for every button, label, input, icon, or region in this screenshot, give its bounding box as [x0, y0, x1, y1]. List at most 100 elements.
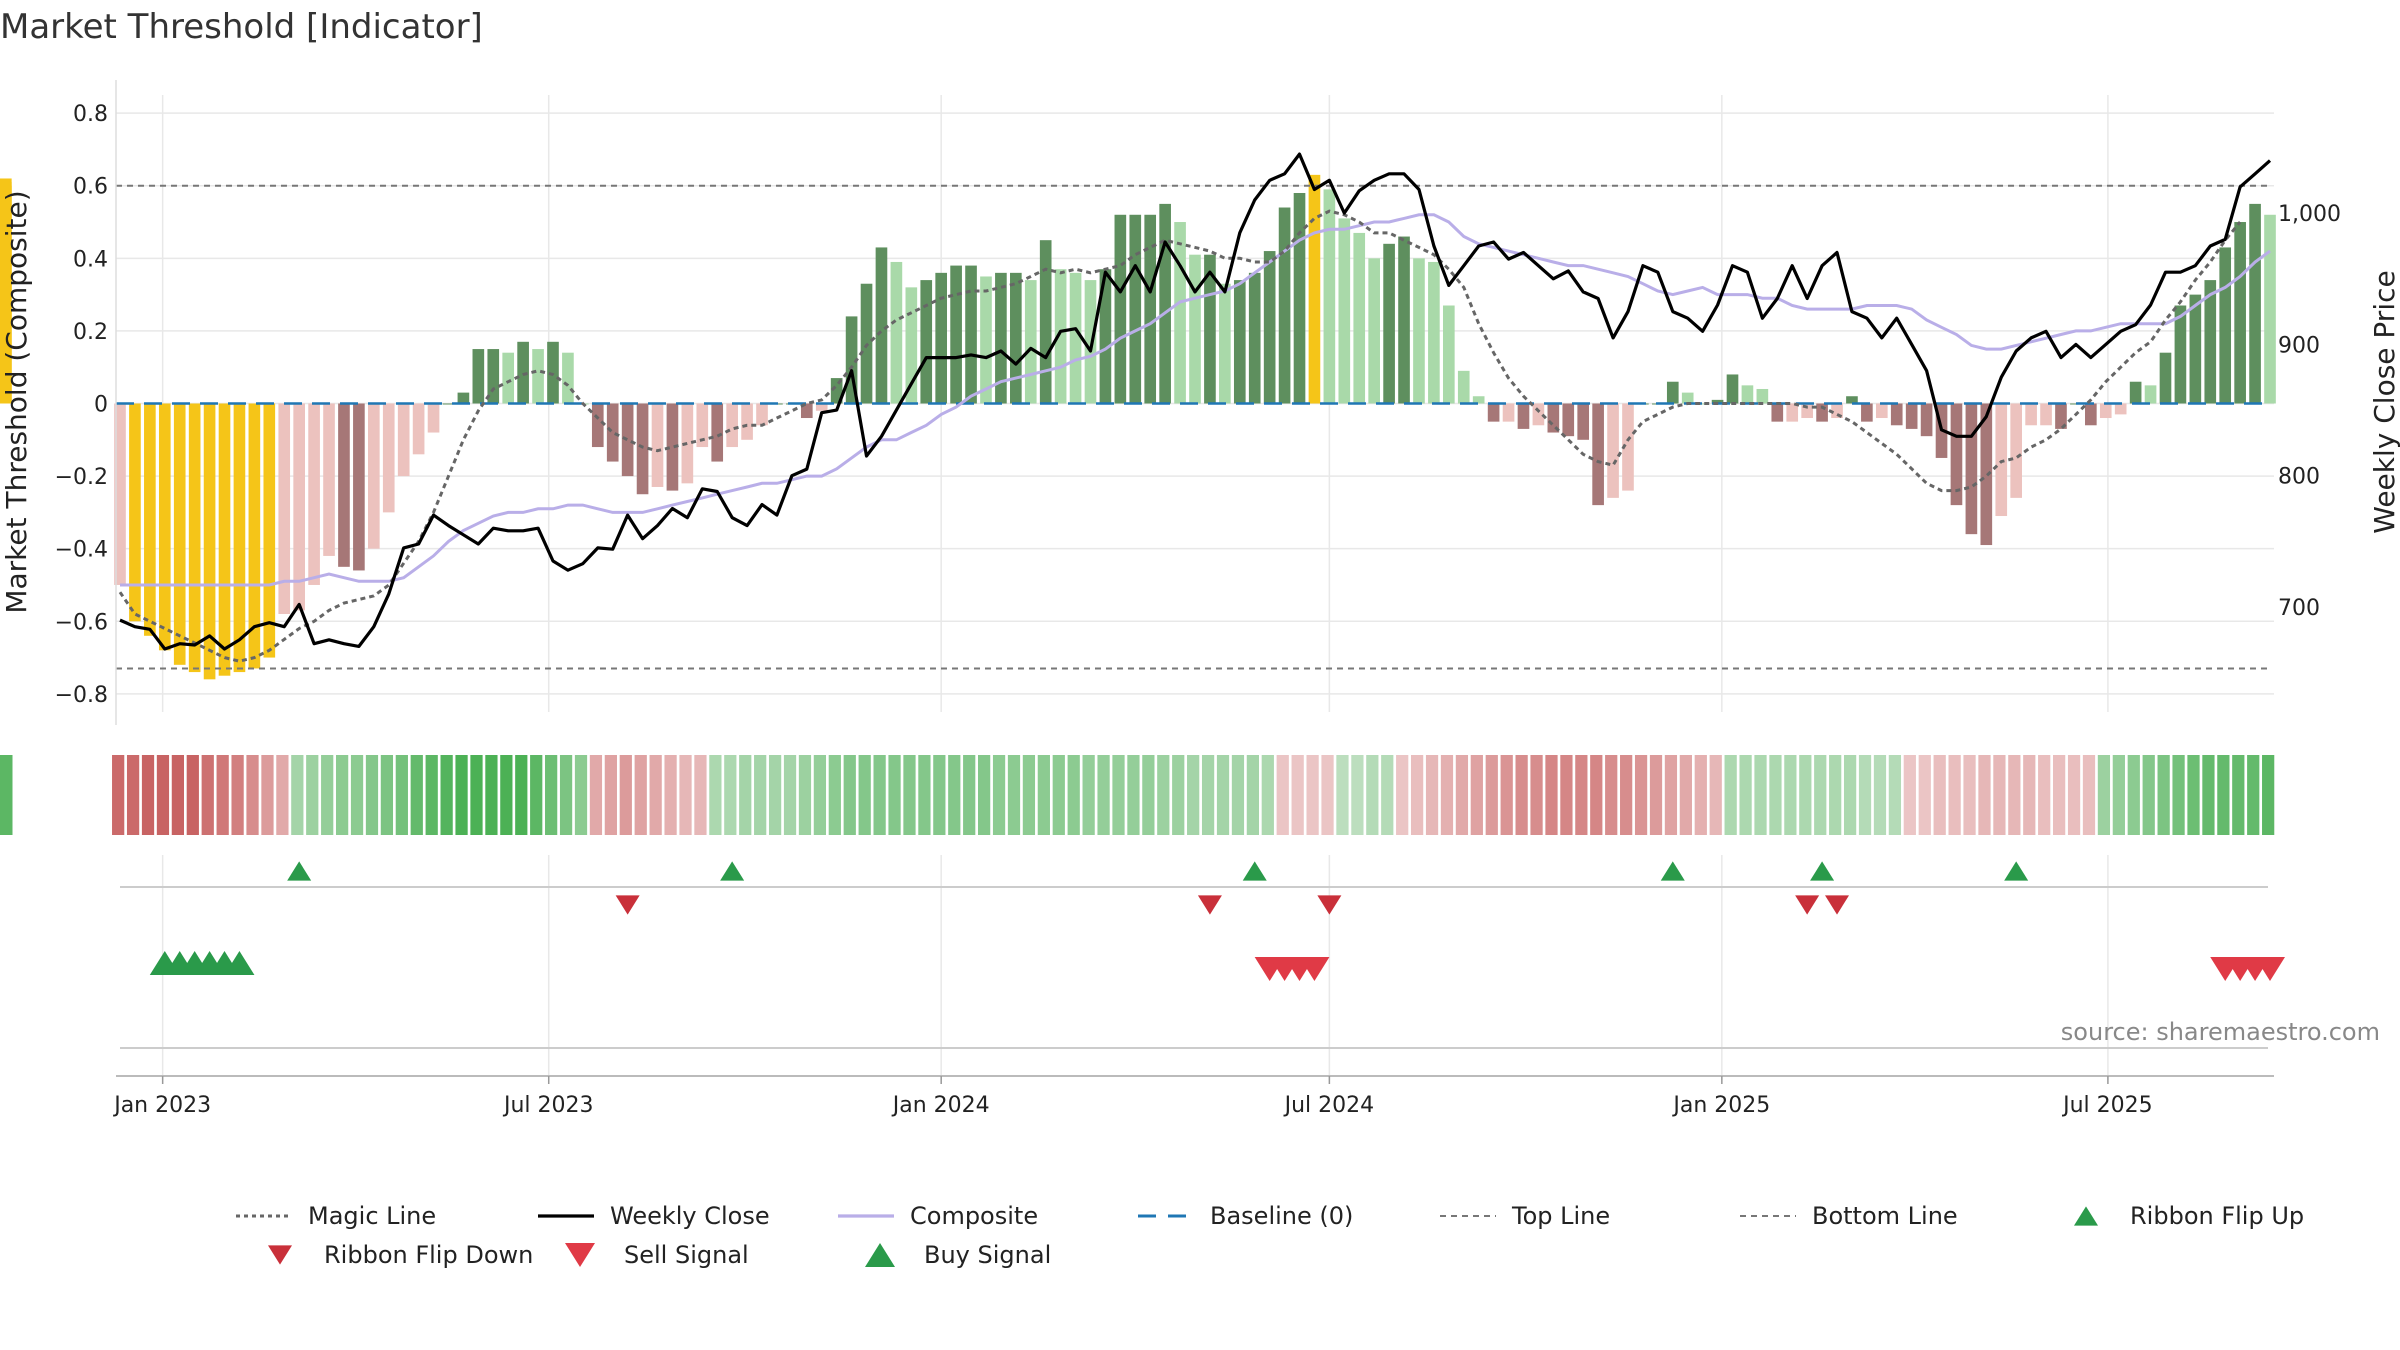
composite-bar: [1144, 214, 1157, 404]
composite-bar: [1801, 403, 1813, 419]
x-tick-label: Jul 2025: [2061, 1093, 2153, 1118]
ribbon-cell: [350, 755, 364, 835]
ribbon-cell: [1709, 755, 1722, 835]
ribbon-cell: [246, 755, 259, 835]
composite-bar: [427, 403, 440, 433]
ribbon-cell: [1485, 755, 1498, 835]
ribbon-cell: [2142, 755, 2155, 835]
ribbon-cell: [112, 755, 125, 835]
y-tick-label: 0.2: [73, 320, 108, 345]
composite-bar: [367, 403, 380, 549]
ribbon-cell: [709, 755, 722, 835]
ribbon-cell: [156, 755, 170, 835]
ribbon-flip-up-marker: [2004, 861, 2029, 881]
y-axis: 0.8 0.6 0.4 0.2 0 −0.2 −0.4 −0.6 −0.8: [55, 80, 117, 725]
ribbon-cell: [664, 755, 677, 835]
legend-label: Ribbon Flip Up: [2130, 1202, 2304, 1230]
ribbon-cell: [1276, 755, 1289, 835]
legend-label: Top Line: [1511, 1202, 1610, 1230]
composite-bar: [1428, 261, 1440, 404]
composite-bar: [995, 272, 1007, 404]
x-tick-label: Jan 2025: [1671, 1093, 1770, 1118]
composite-bar: [1950, 403, 1963, 506]
legend-label: Magic Line: [308, 1202, 436, 1230]
y2-tick-label: 800: [2278, 465, 2320, 490]
ribbon-cell: [1216, 755, 1230, 835]
ribbon-flip-up-marker: [720, 861, 745, 881]
ribbon-cell: [1560, 755, 1573, 835]
composite-bar: [1756, 388, 1769, 404]
ribbon-cell: [395, 755, 408, 835]
composite-bar: [532, 349, 544, 404]
composite-bar: [1517, 403, 1530, 429]
composite-bar: [696, 403, 709, 448]
composite-bar: [2085, 403, 2097, 426]
ribbon-cell: [1829, 755, 1842, 835]
ribbon-cell: [261, 755, 274, 835]
composite-bar: [1875, 403, 1888, 419]
ribbon-cell: [694, 755, 707, 835]
legend-label: Baseline (0): [1210, 1202, 1353, 1230]
legend-item: Buy Signal: [865, 1241, 1051, 1269]
ribbon-cell: [754, 755, 767, 835]
ribbon-cell: [410, 755, 423, 835]
ribbon-cell: [500, 755, 513, 835]
composite-bar: [1786, 403, 1799, 422]
composite-bar: [875, 247, 888, 404]
ribbon-cell: [2157, 755, 2170, 835]
legend-swatch: [2074, 1206, 2098, 1226]
ribbon-cell: [1306, 755, 1319, 835]
ribbon-cell: [963, 755, 976, 835]
composite-bar: [1547, 403, 1560, 433]
ribbon-cell: [1694, 755, 1707, 835]
ribbon-cell: [1082, 755, 1095, 835]
composite-bar: [1353, 232, 1366, 404]
composite-bar: [233, 403, 246, 673]
composite-bar: [1263, 251, 1276, 404]
ribbon-cell: [485, 755, 498, 835]
legend-label: Weekly Close: [610, 1202, 770, 1230]
composite-bar: [1920, 403, 1933, 437]
ribbon-cell: [574, 755, 588, 835]
composite-bar: [1711, 399, 1724, 404]
y-tick-label: 0: [94, 393, 108, 418]
composite-bar: [1338, 218, 1351, 404]
ribbon-cell: [1097, 755, 1110, 835]
ribbon-cell: [1261, 755, 1274, 835]
ribbon-cell: [1500, 755, 1513, 835]
sell-signal-marker: [2255, 957, 2285, 981]
ribbon-cell: [1948, 755, 1961, 835]
ribbon-cell: [992, 755, 1006, 835]
composite-bar: [2174, 305, 2187, 404]
composite-bar: [547, 341, 559, 404]
composite-bar: [517, 341, 529, 404]
composite-bar: [218, 403, 231, 676]
composite-bar: [412, 403, 425, 455]
ribbon-cell: [2187, 755, 2200, 835]
ribbon-cell: [1396, 755, 1409, 835]
composite-bar: [1442, 305, 1455, 404]
composite-bar: [1174, 222, 1186, 404]
composite-bar: [487, 349, 500, 404]
legend-item: Ribbon Flip Up: [2074, 1202, 2304, 1230]
composite-bar: [2025, 403, 2037, 426]
ribbon-cell: [1590, 755, 1603, 835]
ribbon-cell: [2172, 755, 2185, 835]
composite-bar: [1726, 374, 1739, 404]
composite-bar: [2010, 403, 2023, 498]
ribbon-flip-up-marker: [1810, 861, 1835, 881]
composite-line: [120, 213, 2271, 587]
y2-tick-label: 1,000: [2278, 202, 2341, 227]
legend-item: Ribbon Flip Down: [268, 1241, 533, 1269]
ribbon-cell: [1142, 755, 1155, 835]
legend-item: Sell Signal: [565, 1241, 749, 1269]
composite-bar: [2189, 294, 2202, 404]
ribbon-cell: [768, 755, 782, 835]
composite-bar: [263, 403, 276, 658]
ribbon-cell: [1067, 755, 1080, 835]
composite-bar: [845, 316, 858, 404]
composite-bar: [1129, 214, 1142, 404]
x-tick-label: Jul 2024: [1283, 1093, 1375, 1118]
ribbon-flip-down-marker: [615, 895, 640, 915]
ribbon-cell: [903, 755, 916, 835]
